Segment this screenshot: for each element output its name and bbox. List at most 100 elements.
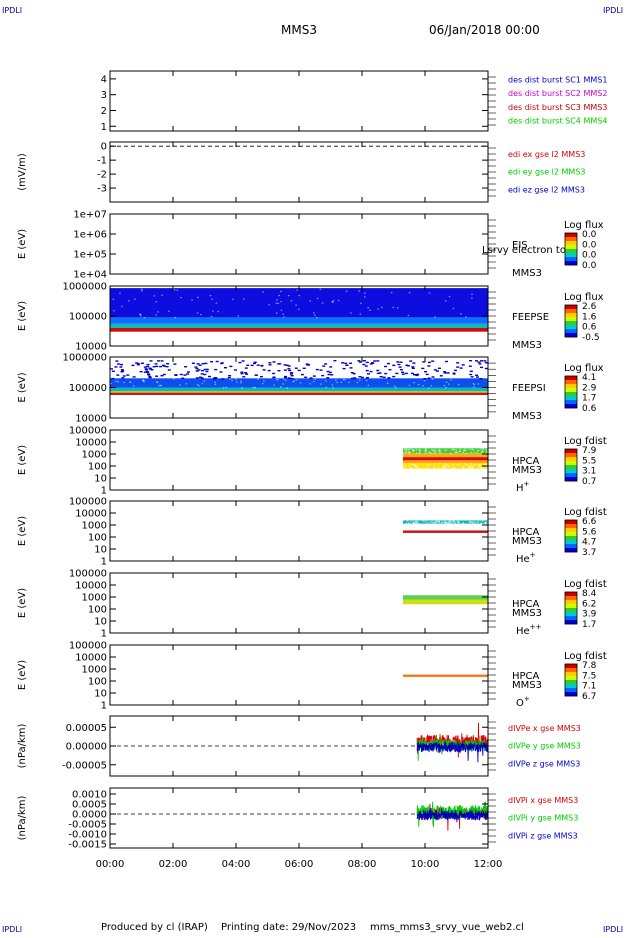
- colorbar-tick-label: 0.7: [582, 477, 596, 487]
- heat-cell: [465, 463, 467, 465]
- heat-cell: [121, 370, 125, 372]
- heat-cell: [184, 366, 188, 368]
- y-tick-label: -1: [97, 156, 107, 167]
- heat-cell: [470, 451, 473, 453]
- heat-cell: [337, 299, 340, 302]
- colorbar-segment: [565, 520, 577, 525]
- heat-cell: [309, 377, 313, 379]
- corner-label-tr: IPDLI: [603, 6, 623, 15]
- y-tick-label: 10000: [75, 342, 107, 353]
- heat-cell: [416, 466, 418, 468]
- heat-cell: [482, 450, 484, 452]
- heat-cell: [477, 383, 480, 385]
- heat-cell: [480, 451, 483, 453]
- heat-cell: [392, 375, 396, 378]
- footer-file: mms_mms3_srvy_vue_web2.cl: [370, 922, 524, 933]
- heat-cell: [146, 371, 150, 374]
- colorbar-tick-label: -0.5: [582, 333, 600, 343]
- heat-cell: [132, 376, 136, 378]
- heat-cell: [445, 522, 447, 524]
- heat-band-2: [110, 317, 488, 324]
- heat-cell: [280, 290, 282, 292]
- heat-cell: [480, 366, 483, 369]
- heat-cell: [482, 523, 484, 525]
- heat-cell: [480, 523, 482, 525]
- heat-cell: [438, 463, 440, 465]
- heat-cell: [456, 362, 460, 364]
- colorbar-segment: [565, 540, 577, 545]
- heat-cell: [250, 364, 254, 367]
- heat-cell: [412, 464, 414, 466]
- heat-cell: [112, 298, 115, 300]
- heat-cell: [166, 363, 170, 365]
- heat-cell: [111, 370, 115, 372]
- heat-cell: [167, 369, 171, 371]
- colorbar-segment: [565, 672, 577, 677]
- heat-cell: [162, 373, 166, 376]
- y-tick-label: 100: [88, 677, 107, 688]
- heat-cell: [329, 366, 333, 368]
- heat-cell: [115, 360, 119, 362]
- heat-cell: [140, 288, 143, 290]
- heat-cell: [115, 380, 117, 382]
- heat-cell: [483, 464, 486, 466]
- heat-cell: [445, 387, 447, 389]
- heat-cell: [140, 315, 142, 317]
- colorbar-tick-label: 7.8: [582, 661, 597, 671]
- heat-cell: [174, 317, 176, 319]
- heat-cell: [288, 369, 292, 372]
- colorbar-segment: [565, 600, 577, 605]
- heat-cell: [119, 292, 121, 294]
- series-line-2: [416, 741, 489, 763]
- y-tick-label: 1e+06: [73, 230, 107, 241]
- heat-cell: [312, 380, 315, 383]
- heat-band-1: [402, 460, 488, 463]
- heat-cell: [211, 298, 213, 300]
- heat-cell: [457, 384, 460, 386]
- heat-cell: [481, 468, 483, 470]
- heat-cell: [485, 464, 487, 466]
- heat-cell: [371, 362, 374, 364]
- heat-cell: [290, 375, 294, 377]
- heat-cell: [443, 465, 445, 468]
- heat-cell: [469, 521, 472, 523]
- heat-cell: [482, 467, 484, 469]
- heat-cell: [428, 292, 431, 294]
- y-tick-label: 2: [101, 106, 107, 117]
- colorbar-title: Log flux: [564, 363, 604, 374]
- heat-cell: [439, 452, 442, 454]
- colorbar-frame: [564, 375, 578, 409]
- heat-cell: [361, 376, 364, 379]
- heat-cell: [224, 367, 227, 369]
- heat-cell: [396, 307, 399, 309]
- heat-cell: [396, 361, 400, 363]
- heat-cell: [342, 378, 345, 381]
- heat-cell: [214, 368, 218, 371]
- heat-cell: [200, 377, 204, 379]
- heat-cell: [484, 362, 488, 364]
- heat-cell: [238, 361, 242, 364]
- heat-cell: [447, 521, 449, 523]
- heat-cell: [122, 375, 126, 377]
- heat-cell: [113, 310, 115, 312]
- heat-cell: [430, 452, 432, 454]
- legend-entry: des dist burst SC4 MMS4: [508, 117, 607, 126]
- heat-cell: [292, 381, 294, 383]
- heat-cell: [222, 387, 225, 389]
- heat-cell: [204, 362, 208, 365]
- heat-cell: [474, 522, 476, 524]
- panel-feeps-e: 10000 100000 1000000 E (eV) FEEPSE MMS3 Log fl…: [17, 282, 604, 353]
- heat-cell: [478, 465, 481, 467]
- y-tick-label: -0.0015: [68, 840, 107, 851]
- y-tick-label: 10: [94, 689, 107, 700]
- heat-cell: [142, 380, 145, 382]
- heat-cell: [473, 386, 475, 388]
- heat-cell: [321, 302, 324, 304]
- heat-cell: [405, 450, 407, 452]
- heat-band-1: [110, 391, 488, 393]
- heat-cell: [157, 311, 159, 313]
- heat-cell: [453, 522, 456, 524]
- colorbar-title: Log fdist: [564, 436, 607, 447]
- heat-cell: [424, 371, 427, 373]
- colorbar-segment: [565, 261, 577, 266]
